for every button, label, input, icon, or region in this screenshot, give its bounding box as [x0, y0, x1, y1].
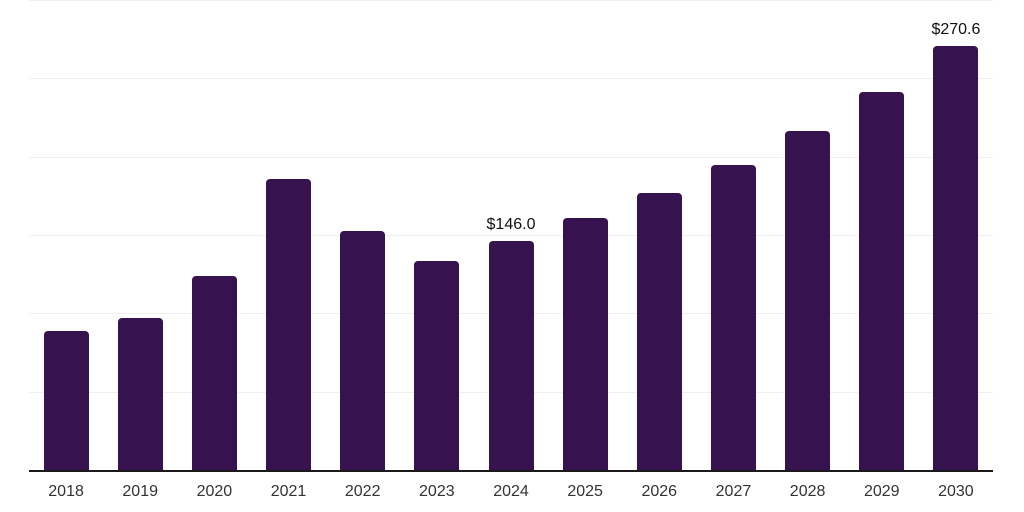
bar-2022 [340, 231, 386, 470]
bar-2025 [562, 218, 608, 470]
bar-2027 [710, 165, 756, 470]
gridline [29, 0, 993, 1]
bar-2021 [266, 178, 312, 470]
x-tick-label-2030: 2030 [938, 483, 974, 500]
gridline [29, 156, 993, 158]
bar-2019 [117, 318, 163, 470]
x-tick-label-2027: 2027 [715, 483, 752, 500]
x-tick-label-2025: 2025 [567, 483, 603, 500]
x-tick-label-2029: 2029 [863, 483, 900, 500]
bar-value-label-2024: $146.0 [486, 216, 536, 234]
bar-2030 [933, 46, 979, 470]
bar-2020 [191, 276, 237, 470]
bar-2028 [785, 130, 831, 470]
chart-plot-area: $146.0 $270.6 [29, 0, 993, 472]
x-tick-label-2026: 2026 [641, 483, 678, 500]
x-tick-label-2021: 2021 [270, 483, 307, 500]
bar-value-label-2030: $270.6 [931, 21, 981, 39]
x-tick-label-2022: 2022 [344, 483, 381, 500]
bar-2029 [859, 92, 905, 470]
bar-2023 [414, 260, 460, 470]
x-axis-tick-labels: 2018 2019 2020 2021 2022 2023 2024 2025 2026 2027… [29, 482, 993, 504]
x-tick-label-2024: 2024 [493, 483, 529, 500]
x-tick-label-2018: 2018 [48, 483, 84, 500]
bar-2018 [43, 330, 89, 470]
gridline [29, 78, 993, 80]
gridline [29, 235, 993, 236]
bar-2026 [636, 193, 682, 470]
x-tick-label-2020: 2020 [196, 483, 233, 500]
x-tick-label-2028: 2028 [789, 483, 826, 500]
x-tick-label-2019: 2019 [122, 483, 158, 500]
x-tick-label-2023: 2023 [419, 483, 455, 500]
bar-2024 [488, 241, 534, 470]
